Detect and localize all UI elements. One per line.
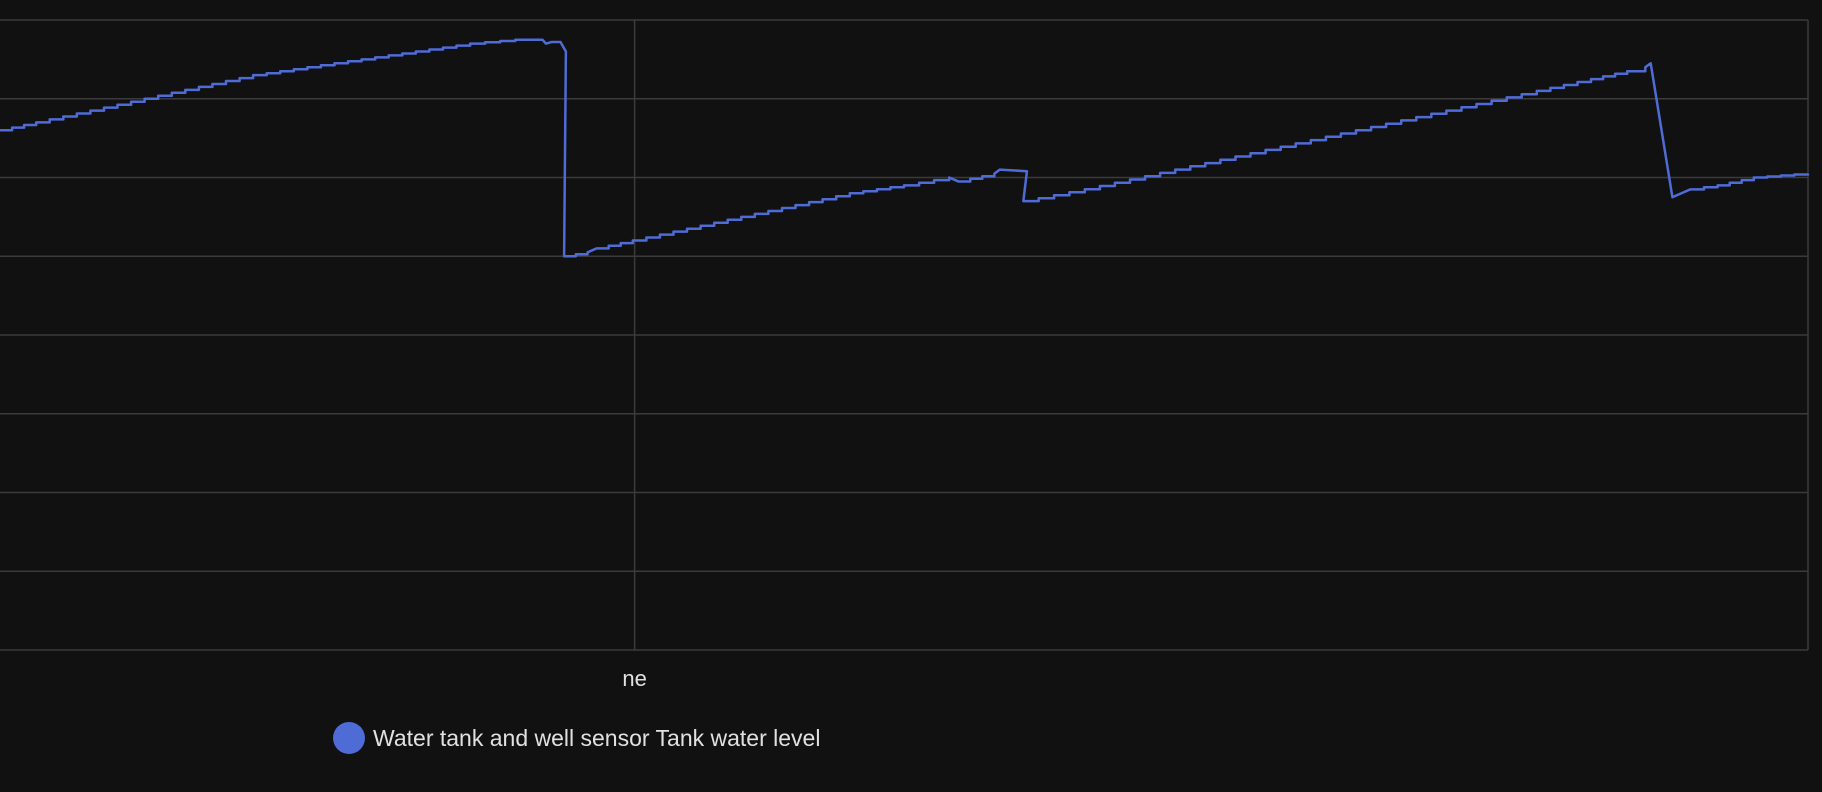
grid: [0, 19, 1809, 651]
legend-swatch-icon: [333, 722, 365, 754]
tick-labels: ne: [622, 666, 646, 691]
series-line-tank-water-level[interactable]: [0, 38, 1810, 258]
legend-item-tank-water-level[interactable]: Water tank and well sensor Tank water le…: [333, 722, 820, 754]
x-tick-label: ne: [622, 666, 646, 691]
legend-label: Water tank and well sensor Tank water le…: [373, 725, 821, 751]
series-lines: [0, 38, 1810, 258]
